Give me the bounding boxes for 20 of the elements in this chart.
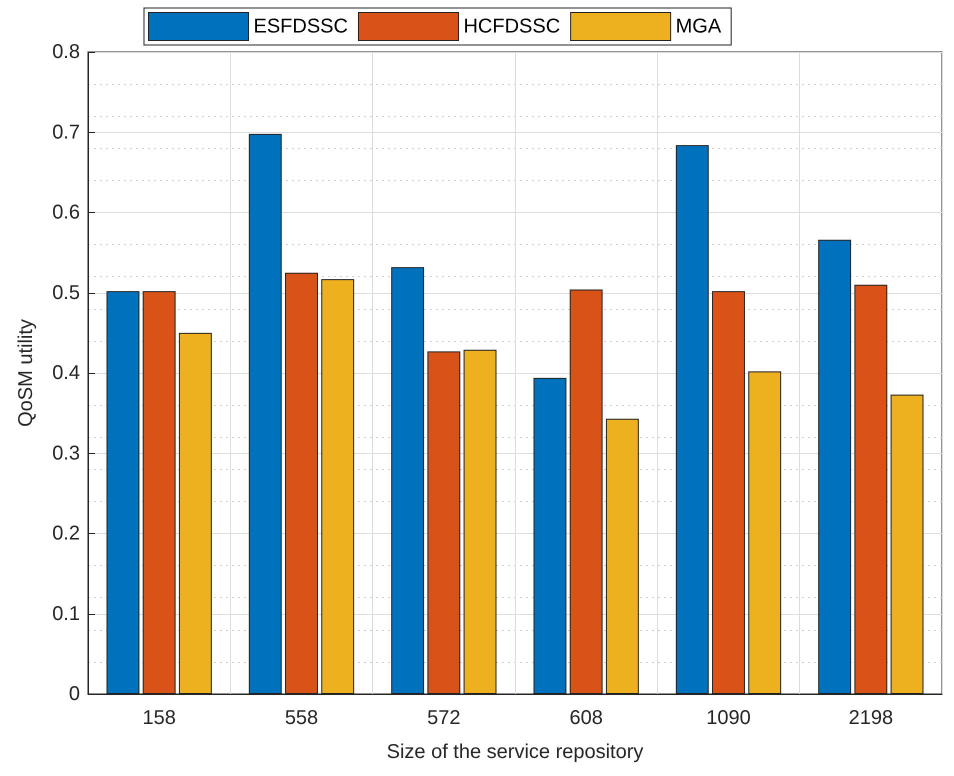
x-axis-title: Size of the service repository: [386, 741, 644, 763]
x-tick-label: 158: [142, 707, 176, 729]
y-tick-label: 0.2: [52, 522, 80, 544]
x-tick-label: 1090: [706, 707, 751, 729]
y-axis-title: QoSM utility: [15, 319, 37, 427]
y-tick-label: 0.1: [52, 602, 80, 625]
legend-label: HCFDSSC: [463, 16, 560, 38]
y-tick-label: 0.3: [52, 442, 80, 464]
legend-label: ESFDSSC: [254, 16, 348, 38]
y-tick-label: 0.5: [52, 282, 80, 304]
y-tick-label: 0: [68, 683, 80, 705]
x-tick-label: 608: [569, 707, 603, 729]
y-tick-label: 0.8: [52, 41, 80, 63]
y-tick-label: 0.7: [52, 121, 80, 144]
y-tick-label: 0.6: [52, 202, 80, 224]
x-tick-label: 572: [427, 707, 461, 729]
legend-label: MGA: [676, 16, 722, 38]
x-tick-label: 558: [284, 707, 318, 729]
y-tick-label: 0.4: [52, 362, 80, 384]
x-tick-label: 2198: [848, 707, 894, 729]
